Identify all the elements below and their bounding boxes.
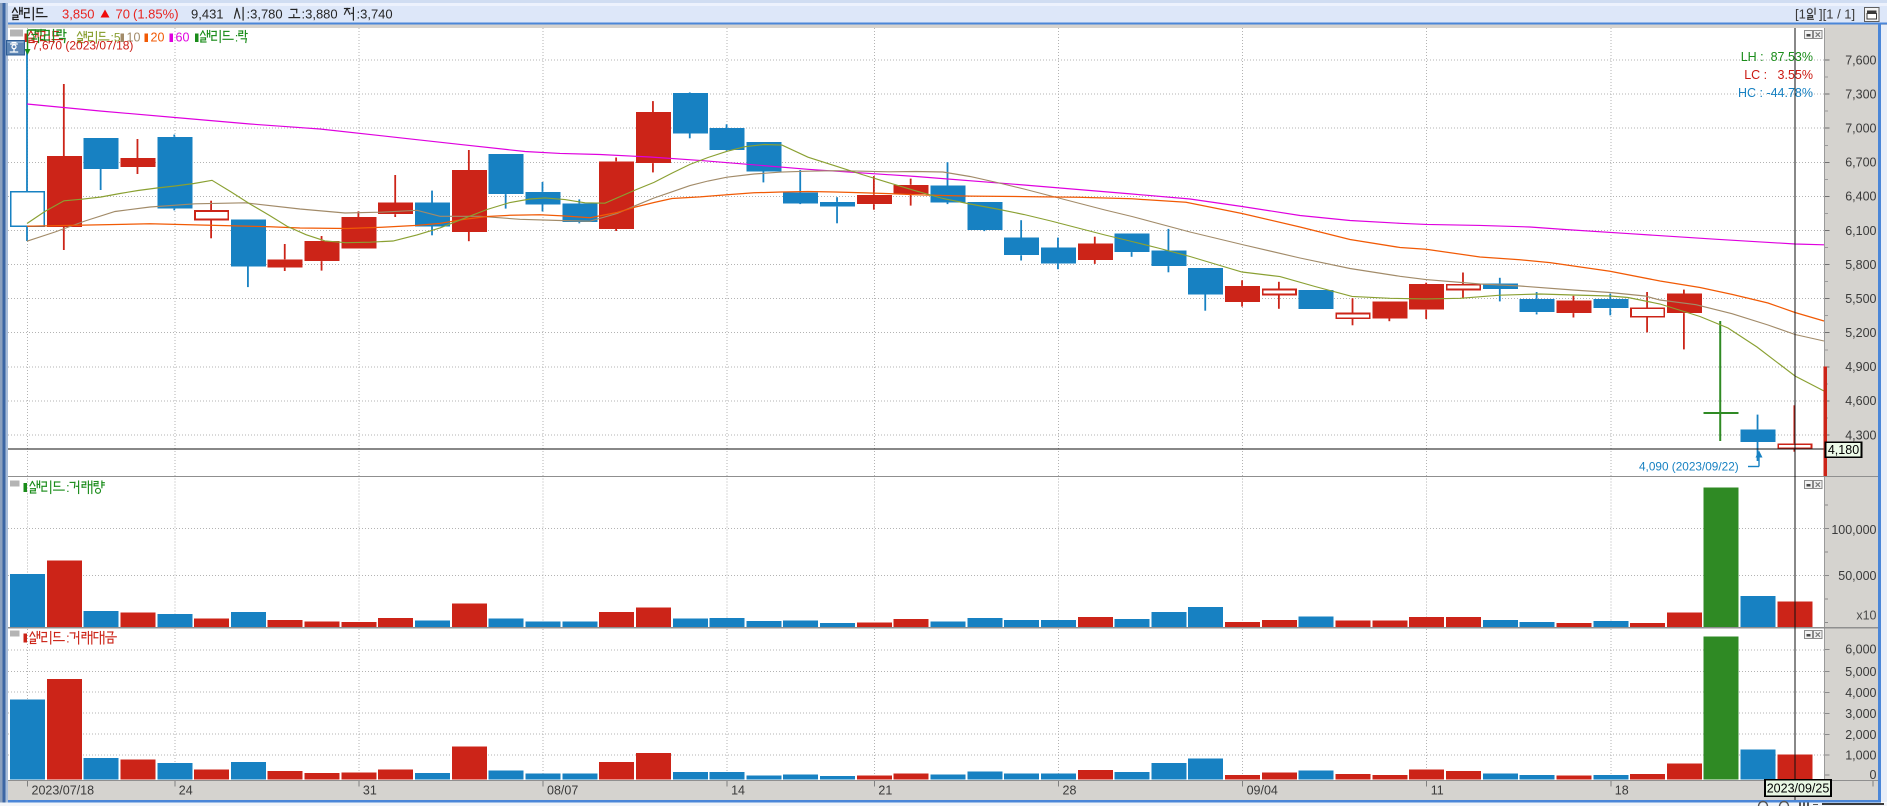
svg-text:LC : 3.55%: LC : 3.55% [1744, 68, 1813, 82]
svg-text:4,300: 4,300 [1845, 428, 1876, 442]
svg-text:2023/07/18: 2023/07/18 [32, 784, 95, 798]
svg-text:7,000: 7,000 [1845, 122, 1876, 136]
svg-text:11: 11 [1431, 784, 1444, 798]
svg-text:(1.85%): (1.85%) [133, 7, 179, 22]
svg-text:0: 0 [1870, 768, 1877, 782]
svg-text:7,670 (2023/07/18): 7,670 (2023/07/18) [32, 39, 133, 53]
svg-text:7,300: 7,300 [1845, 87, 1876, 101]
svg-text:2023/09/25: 2023/09/25 [1767, 782, 1830, 796]
svg-text:4,090 (2023/09/22): 4,090 (2023/09/22) [1639, 460, 1739, 474]
svg-text:HC : -44.78%: HC : -44.78% [1738, 86, 1813, 100]
svg-text:5,000: 5,000 [1845, 665, 1876, 679]
svg-text::3,780: :3,780 [247, 7, 283, 22]
svg-text:14: 14 [731, 784, 745, 798]
svg-text:5,500: 5,500 [1845, 292, 1876, 306]
svg-text:[1: [1 [1795, 7, 1806, 22]
svg-text:50,000: 50,000 [1838, 569, 1876, 583]
svg-text::5: :5 [111, 31, 121, 45]
svg-text:6,700: 6,700 [1845, 156, 1876, 170]
svg-text::3,740: :3,740 [357, 7, 393, 22]
svg-text:3,000: 3,000 [1845, 707, 1876, 721]
svg-text::: : [66, 631, 69, 645]
svg-text:2,000: 2,000 [1845, 728, 1876, 742]
svg-text:28: 28 [1063, 784, 1077, 798]
svg-text:4,900: 4,900 [1845, 360, 1876, 374]
svg-text:08/07: 08/07 [547, 784, 578, 798]
svg-text:][1 / 1]: ][1 / 1] [1819, 7, 1855, 22]
svg-text:09/04: 09/04 [1247, 784, 1278, 798]
svg-text:4,000: 4,000 [1845, 686, 1876, 700]
svg-text:18: 18 [1615, 784, 1629, 798]
svg-text:1,000: 1,000 [1845, 749, 1876, 763]
svg-text:7,600: 7,600 [1845, 53, 1876, 67]
svg-text:4,600: 4,600 [1845, 394, 1876, 408]
svg-text:5,200: 5,200 [1845, 326, 1876, 340]
svg-text:6,100: 6,100 [1845, 224, 1876, 238]
svg-text:10: 10 [127, 31, 141, 45]
svg-text:6,400: 6,400 [1845, 190, 1876, 204]
svg-text:LH : 87.53%: LH : 87.53% [1741, 50, 1813, 64]
svg-text:4,180: 4,180 [1828, 443, 1859, 457]
svg-text:9,431: 9,431 [191, 7, 224, 22]
svg-text:21: 21 [878, 784, 892, 798]
svg-text:x10: x10 [1856, 609, 1876, 623]
svg-text::: : [66, 481, 69, 495]
svg-text:3,850: 3,850 [62, 7, 95, 22]
svg-text:60: 60 [176, 31, 190, 45]
svg-text:20: 20 [151, 31, 165, 45]
svg-text:70: 70 [116, 7, 130, 22]
svg-text:5,800: 5,800 [1845, 258, 1876, 272]
svg-text:6,000: 6,000 [1845, 643, 1876, 657]
svg-text:24: 24 [179, 784, 193, 798]
svg-text:100,000: 100,000 [1831, 523, 1876, 537]
svg-text::: : [235, 31, 238, 45]
svg-text:31: 31 [363, 784, 377, 798]
svg-text::3,880: :3,880 [302, 7, 338, 22]
